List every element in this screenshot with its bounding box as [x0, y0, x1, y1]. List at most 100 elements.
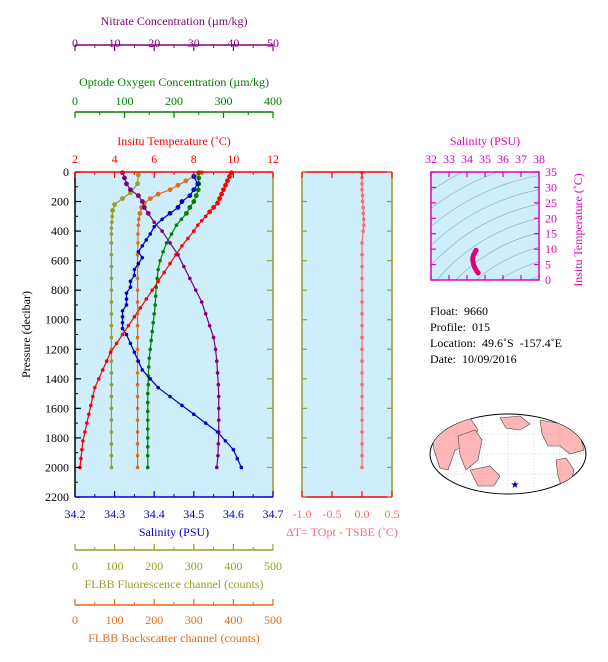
backscatter-tick-label: 100 [106, 613, 124, 627]
ts-y-tick-label: 15 [545, 227, 557, 241]
sal-tick-label: 34.7 [263, 507, 284, 521]
backscatter-point [137, 210, 143, 216]
sal-point [239, 465, 244, 470]
temp-point [91, 394, 95, 399]
oxygen-point [145, 453, 150, 458]
nitrate-point [152, 220, 156, 225]
oxygen-point [153, 303, 157, 307]
backscatter-point [135, 371, 140, 375]
oxygen-point [148, 347, 153, 352]
oxygen-tick-label: 200 [165, 94, 183, 108]
oxygen-tick-label: 100 [116, 94, 134, 108]
temp-point [100, 368, 105, 372]
pressure-tick-label: 400 [51, 224, 69, 238]
nitrate-point [145, 210, 151, 216]
fluor-tick-label: 100 [106, 559, 124, 573]
temp-point [211, 205, 217, 210]
oxygen-point [145, 465, 150, 470]
dt-point [360, 252, 364, 257]
dt-point [360, 241, 364, 245]
ts-density-contour [528, 276, 539, 280]
temp-point [104, 359, 109, 363]
dt-point [360, 453, 364, 458]
fluor-point [109, 335, 114, 340]
dt-point [360, 199, 365, 204]
sal-point [124, 297, 129, 301]
sal-point [132, 267, 137, 272]
dt-point [360, 347, 364, 352]
nitrate-point [128, 187, 133, 193]
sal-tick-label: 34.3 [104, 507, 125, 521]
temp-point [96, 377, 101, 381]
backscatter-point [135, 442, 140, 446]
sal-point [156, 385, 160, 390]
fluor-tick-label: 0 [72, 559, 78, 573]
dt-point [360, 465, 364, 470]
ts-y-tick-label: 25 [545, 196, 557, 210]
ts-title: Salinity (PSU) [450, 134, 520, 148]
profile-text: Profile: 015 [430, 320, 490, 334]
dt-tick-label: -0.5 [323, 507, 342, 521]
fluor-tick-label: 400 [224, 559, 242, 573]
backscatter-point [135, 406, 140, 411]
oxygen-point [146, 382, 151, 387]
backscatter-point [135, 418, 140, 422]
ts-y-axis-label: Insitu Temperature (˚C) [571, 173, 585, 287]
dt-point [360, 382, 364, 387]
nitrate-tick-label: 20 [148, 36, 160, 50]
sal-tick-label: 34.2 [65, 507, 86, 521]
sal-point [124, 303, 129, 307]
backscatter-point [167, 187, 173, 193]
ts-density-contour [431, 203, 539, 267]
temp-point [79, 456, 83, 461]
nitrate-point [216, 442, 221, 446]
nitrate-point [216, 418, 221, 422]
backscatter-point [135, 252, 140, 257]
sal-point [120, 320, 125, 325]
dt-point [360, 288, 364, 292]
fluor-point [109, 264, 114, 269]
sal-point [168, 394, 172, 399]
oxygen-point [164, 241, 169, 245]
oxygen-point [145, 400, 150, 405]
nitrate-point [141, 205, 147, 210]
oxygen-tick-label: 300 [215, 94, 233, 108]
float-location-marker: ★ [511, 480, 520, 491]
fluor-point [110, 214, 115, 219]
fluor-point [109, 418, 114, 422]
sal-tick-label: 34.4 [144, 507, 165, 521]
fluor-point [120, 196, 125, 201]
sal-point [132, 350, 137, 355]
backscatter-point [183, 178, 189, 184]
nitrate-axis-label: Nitrate Concentration (µm/kg) [101, 14, 248, 28]
sal-point [152, 224, 156, 229]
sal-point [136, 359, 141, 363]
ts-plot-background [431, 172, 539, 280]
sal-point [120, 326, 125, 331]
oxygen-point [158, 258, 162, 263]
temp-point [207, 209, 213, 215]
pressure-tick-label: 1600 [45, 401, 69, 415]
ts-density-contour [455, 232, 539, 280]
temp-point [199, 218, 204, 223]
temp-point [156, 279, 160, 284]
dt-point [362, 223, 366, 227]
temp-tick-label: 10 [227, 152, 239, 166]
sal-point [144, 238, 149, 242]
sal-point [179, 199, 185, 204]
temp-point [89, 403, 93, 408]
temp-point [227, 174, 232, 179]
fluor-point [109, 241, 114, 245]
fluor-point [110, 220, 114, 225]
sal-point [140, 244, 145, 248]
backscatter-axis-label: FLBB Backscatter channel (counts) [88, 631, 260, 645]
sal-point [148, 232, 153, 236]
fluor-point [109, 382, 114, 387]
nitrate-point [216, 382, 221, 387]
sal-point [187, 193, 193, 199]
fluor-axis-label: FLBB Fluorescence channel (counts) [85, 577, 264, 591]
backscatter-tick-label: 200 [145, 613, 163, 627]
dt-point [360, 394, 364, 399]
dt-point [361, 229, 366, 233]
